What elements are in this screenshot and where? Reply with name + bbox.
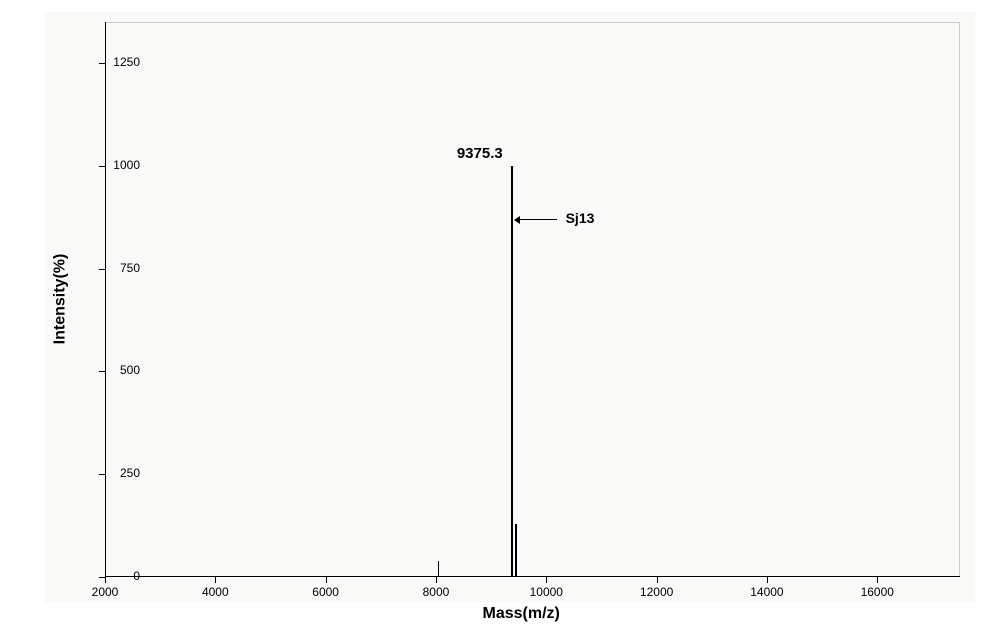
y-tick-label: 750 [90,261,140,275]
y-tick-label: 250 [90,466,140,480]
right-border [959,22,960,577]
plot-area: 9375.3 Sj13 [105,22,960,577]
x-tick [436,577,437,583]
x-tick-label: 14000 [737,585,797,599]
x-tick [877,577,878,583]
x-tick [767,577,768,583]
x-tick-label: 16000 [847,585,907,599]
x-tick-label: 4000 [185,585,245,599]
annotation-arrow [519,219,558,220]
x-tick [657,577,658,583]
x-tick-label: 10000 [516,585,576,599]
main-peak-label: 9375.3 [457,145,503,162]
annotation-label: Sj13 [566,210,595,226]
y-tick-label: 500 [90,363,140,377]
x-tick-label: 8000 [406,585,466,599]
x-tick-label: 12000 [627,585,687,599]
x-tick-label: 6000 [296,585,356,599]
y-tick-label: 0 [90,569,140,583]
y-axis-label: Intensity(%) [51,253,69,344]
y-axis [105,22,106,577]
peak [438,561,439,577]
top-border [105,22,960,23]
peak [515,524,517,577]
y-tick-label: 1000 [90,158,140,172]
mass-spectrum-figure: 9375.3 Sj13 Intensity(%) Mass(m/z) 0 250 5… [0,0,1000,641]
peak [511,166,513,577]
x-axis [105,576,960,577]
x-tick [546,577,547,583]
x-tick-label: 2000 [75,585,135,599]
x-axis-label: Mass(m/z) [483,605,560,623]
x-tick [215,577,216,583]
x-tick [326,577,327,583]
y-tick-label: 1250 [90,55,140,69]
